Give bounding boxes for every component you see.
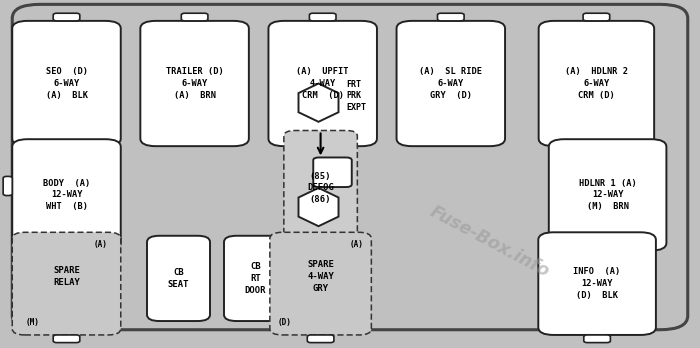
Text: CB
SEAT: CB SEAT [168, 268, 189, 289]
FancyBboxPatch shape [284, 130, 358, 245]
FancyBboxPatch shape [539, 21, 654, 146]
FancyBboxPatch shape [270, 232, 371, 335]
FancyBboxPatch shape [224, 236, 287, 321]
FancyBboxPatch shape [53, 13, 80, 21]
FancyBboxPatch shape [13, 4, 687, 330]
Text: (A)  SL RIDE
6-WAY
GRY  (D): (A) SL RIDE 6-WAY GRY (D) [419, 67, 482, 100]
FancyBboxPatch shape [269, 21, 377, 146]
Text: (85)
DEFOG
(86): (85) DEFOG (86) [307, 172, 334, 204]
FancyBboxPatch shape [13, 139, 120, 251]
Text: SPARE
4-WAY
GRY: SPARE 4-WAY GRY [307, 260, 334, 293]
FancyBboxPatch shape [147, 236, 210, 321]
Text: TRAILER (D)
6-WAY
(A)  BRN: TRAILER (D) 6-WAY (A) BRN [166, 67, 223, 100]
FancyBboxPatch shape [13, 21, 120, 146]
FancyBboxPatch shape [309, 13, 336, 21]
Text: SPARE
RELAY: SPARE RELAY [53, 266, 80, 287]
FancyBboxPatch shape [549, 139, 666, 251]
FancyBboxPatch shape [4, 176, 13, 196]
Text: BODY  (A)
12-WAY
WHT  (B): BODY (A) 12-WAY WHT (B) [43, 179, 90, 211]
Polygon shape [298, 188, 339, 226]
Text: (D): (D) [278, 318, 292, 327]
FancyBboxPatch shape [53, 335, 80, 342]
FancyBboxPatch shape [438, 13, 464, 21]
FancyBboxPatch shape [181, 13, 208, 21]
FancyBboxPatch shape [140, 21, 249, 146]
Text: (M): (M) [25, 318, 39, 327]
Text: INFO  (A)
12-WAY
(D)  BLK: INFO (A) 12-WAY (D) BLK [573, 267, 621, 300]
Text: HDLNR 1 (A)
12-WAY
(M)  BRN: HDLNR 1 (A) 12-WAY (M) BRN [579, 179, 636, 211]
FancyBboxPatch shape [584, 335, 610, 342]
FancyBboxPatch shape [313, 157, 351, 187]
Text: Fuse-Box.info: Fuse-Box.info [427, 203, 553, 281]
Polygon shape [298, 84, 339, 122]
FancyBboxPatch shape [396, 21, 505, 146]
FancyBboxPatch shape [583, 13, 610, 21]
Text: (A)  HDLNR 2
6-WAY
CRM (D): (A) HDLNR 2 6-WAY CRM (D) [565, 67, 628, 100]
Text: (A)  UPFIT
4-WAY
CRM  (D): (A) UPFIT 4-WAY CRM (D) [297, 67, 349, 100]
Text: CB
RT
DOOR: CB RT DOOR [245, 262, 266, 295]
Text: (A): (A) [349, 240, 363, 249]
FancyBboxPatch shape [13, 232, 120, 335]
Text: (A): (A) [94, 240, 108, 249]
Text: SEO  (D)
6-WAY
(A)  BLK: SEO (D) 6-WAY (A) BLK [46, 67, 88, 100]
Text: FRT
PRK
EXPT: FRT PRK EXPT [346, 80, 367, 112]
FancyBboxPatch shape [307, 335, 334, 342]
FancyBboxPatch shape [538, 232, 656, 335]
